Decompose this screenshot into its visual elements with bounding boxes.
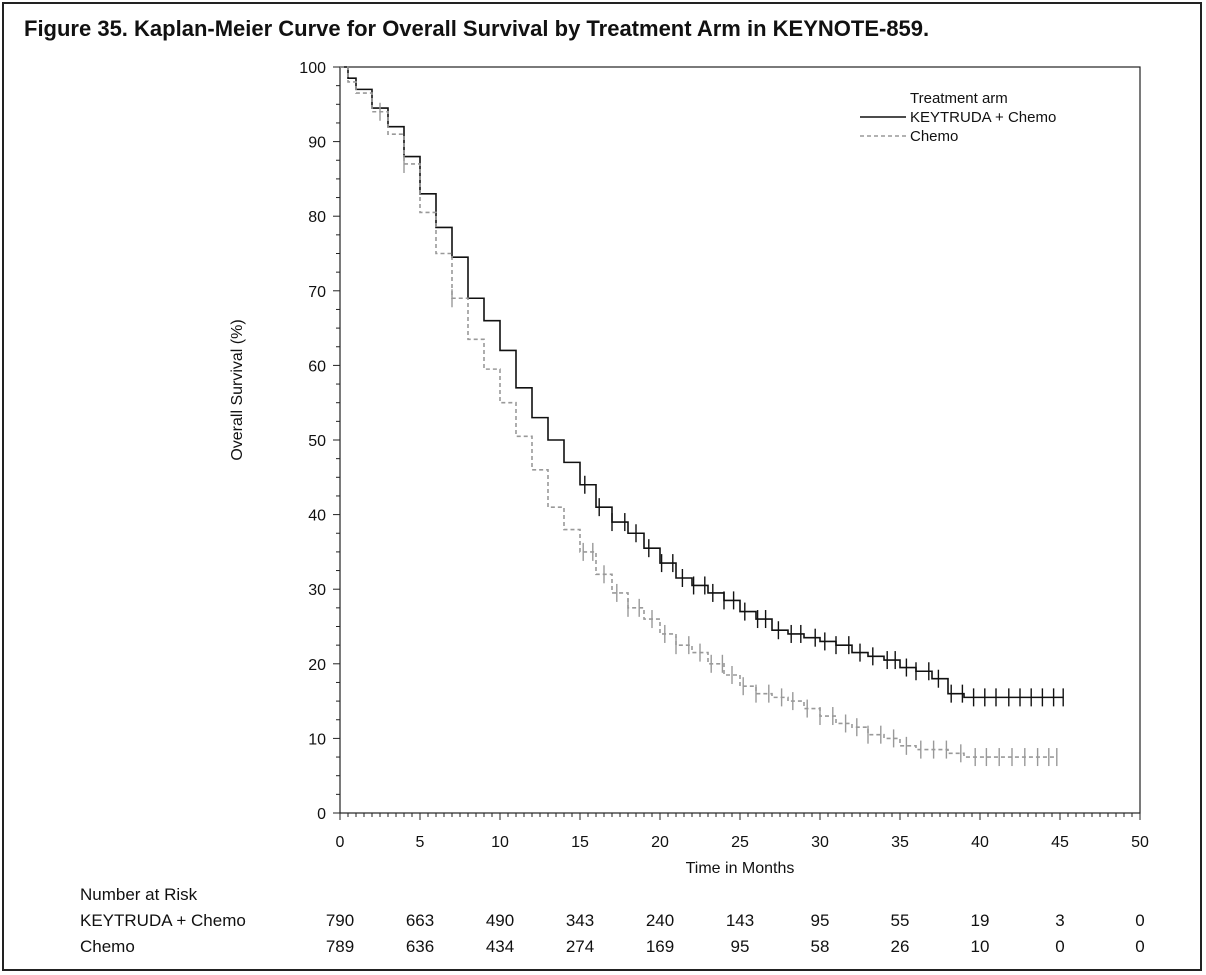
y-tick-label: 90 bbox=[308, 135, 326, 152]
x-tick-label: 20 bbox=[651, 834, 669, 851]
y-tick-label: 70 bbox=[308, 284, 326, 301]
x-tick-label: 15 bbox=[571, 834, 589, 851]
risk-table-header: Number at Risk bbox=[80, 885, 198, 904]
risk-count: 434 bbox=[486, 937, 514, 956]
y-tick-label: 100 bbox=[299, 60, 326, 77]
figure-title: Figure 35. Kaplan-Meier Curve for Overal… bbox=[24, 16, 930, 41]
x-tick-label: 40 bbox=[971, 834, 989, 851]
risk-count: 663 bbox=[406, 911, 434, 930]
risk-count: 343 bbox=[566, 911, 594, 930]
risk-row-label: KEYTRUDA + Chemo bbox=[80, 911, 246, 930]
risk-count: 10 bbox=[971, 937, 990, 956]
x-axis-label: Time in Months bbox=[686, 860, 795, 877]
chart-legend: Treatment arm KEYTRUDA + Chemo Chemo bbox=[860, 90, 1056, 145]
x-tick-label: 5 bbox=[416, 834, 425, 851]
series-line-1 bbox=[340, 66, 1057, 758]
risk-count: 26 bbox=[891, 937, 910, 956]
risk-count: 0 bbox=[1135, 937, 1144, 956]
risk-count: 790 bbox=[326, 911, 354, 930]
risk-count: 19 bbox=[971, 911, 990, 930]
x-tick-label: 45 bbox=[1051, 834, 1069, 851]
y-tick-label: 40 bbox=[308, 508, 326, 525]
chart-axes: 0 10 20 30 40 50 60 70 80 90 100 0 5 10 15 20 25 30 35 40 45… bbox=[229, 60, 1149, 877]
risk-count: 789 bbox=[326, 937, 354, 956]
y-tick-label: 30 bbox=[308, 582, 326, 599]
y-tick-label: 60 bbox=[308, 358, 326, 375]
risk-count: 169 bbox=[646, 937, 674, 956]
x-tick-label: 10 bbox=[491, 834, 509, 851]
risk-count: 0 bbox=[1055, 937, 1064, 956]
y-tick-label: 0 bbox=[317, 806, 326, 823]
legend-label-1: Chemo bbox=[910, 128, 958, 145]
x-tick-label: 30 bbox=[811, 834, 829, 851]
legend-title: Treatment arm bbox=[910, 90, 1008, 107]
risk-count: 274 bbox=[566, 937, 594, 956]
y-axis-label: Overall Survival (%) bbox=[229, 319, 246, 460]
y-tick-label: 50 bbox=[308, 433, 326, 450]
series-line-0 bbox=[340, 66, 1064, 699]
risk-count: 0 bbox=[1135, 911, 1144, 930]
x-tick-label: 35 bbox=[891, 834, 909, 851]
risk-count: 490 bbox=[486, 911, 514, 930]
x-tick-label: 25 bbox=[731, 834, 749, 851]
risk-count: 143 bbox=[726, 911, 754, 930]
risk-count: 3 bbox=[1055, 911, 1064, 930]
risk-count: 55 bbox=[891, 911, 910, 930]
legend-label-0: KEYTRUDA + Chemo bbox=[910, 109, 1056, 126]
y-tick-label: 20 bbox=[308, 657, 326, 674]
risk-count: 58 bbox=[811, 937, 830, 956]
risk-count: 636 bbox=[406, 937, 434, 956]
risk-count: 240 bbox=[646, 911, 674, 930]
risk-row-label: Chemo bbox=[80, 937, 135, 956]
risk-count: 95 bbox=[731, 937, 750, 956]
risk-count: 95 bbox=[811, 911, 830, 930]
x-tick-label: 50 bbox=[1131, 834, 1149, 851]
x-tick-label: 0 bbox=[336, 834, 345, 851]
y-tick-label: 80 bbox=[308, 209, 326, 226]
chart-curves bbox=[340, 66, 1064, 767]
y-tick-label: 10 bbox=[308, 731, 326, 748]
risk-table: Number at Risk KEYTRUDA + Chemo 790 663 490 3… bbox=[80, 885, 1145, 956]
